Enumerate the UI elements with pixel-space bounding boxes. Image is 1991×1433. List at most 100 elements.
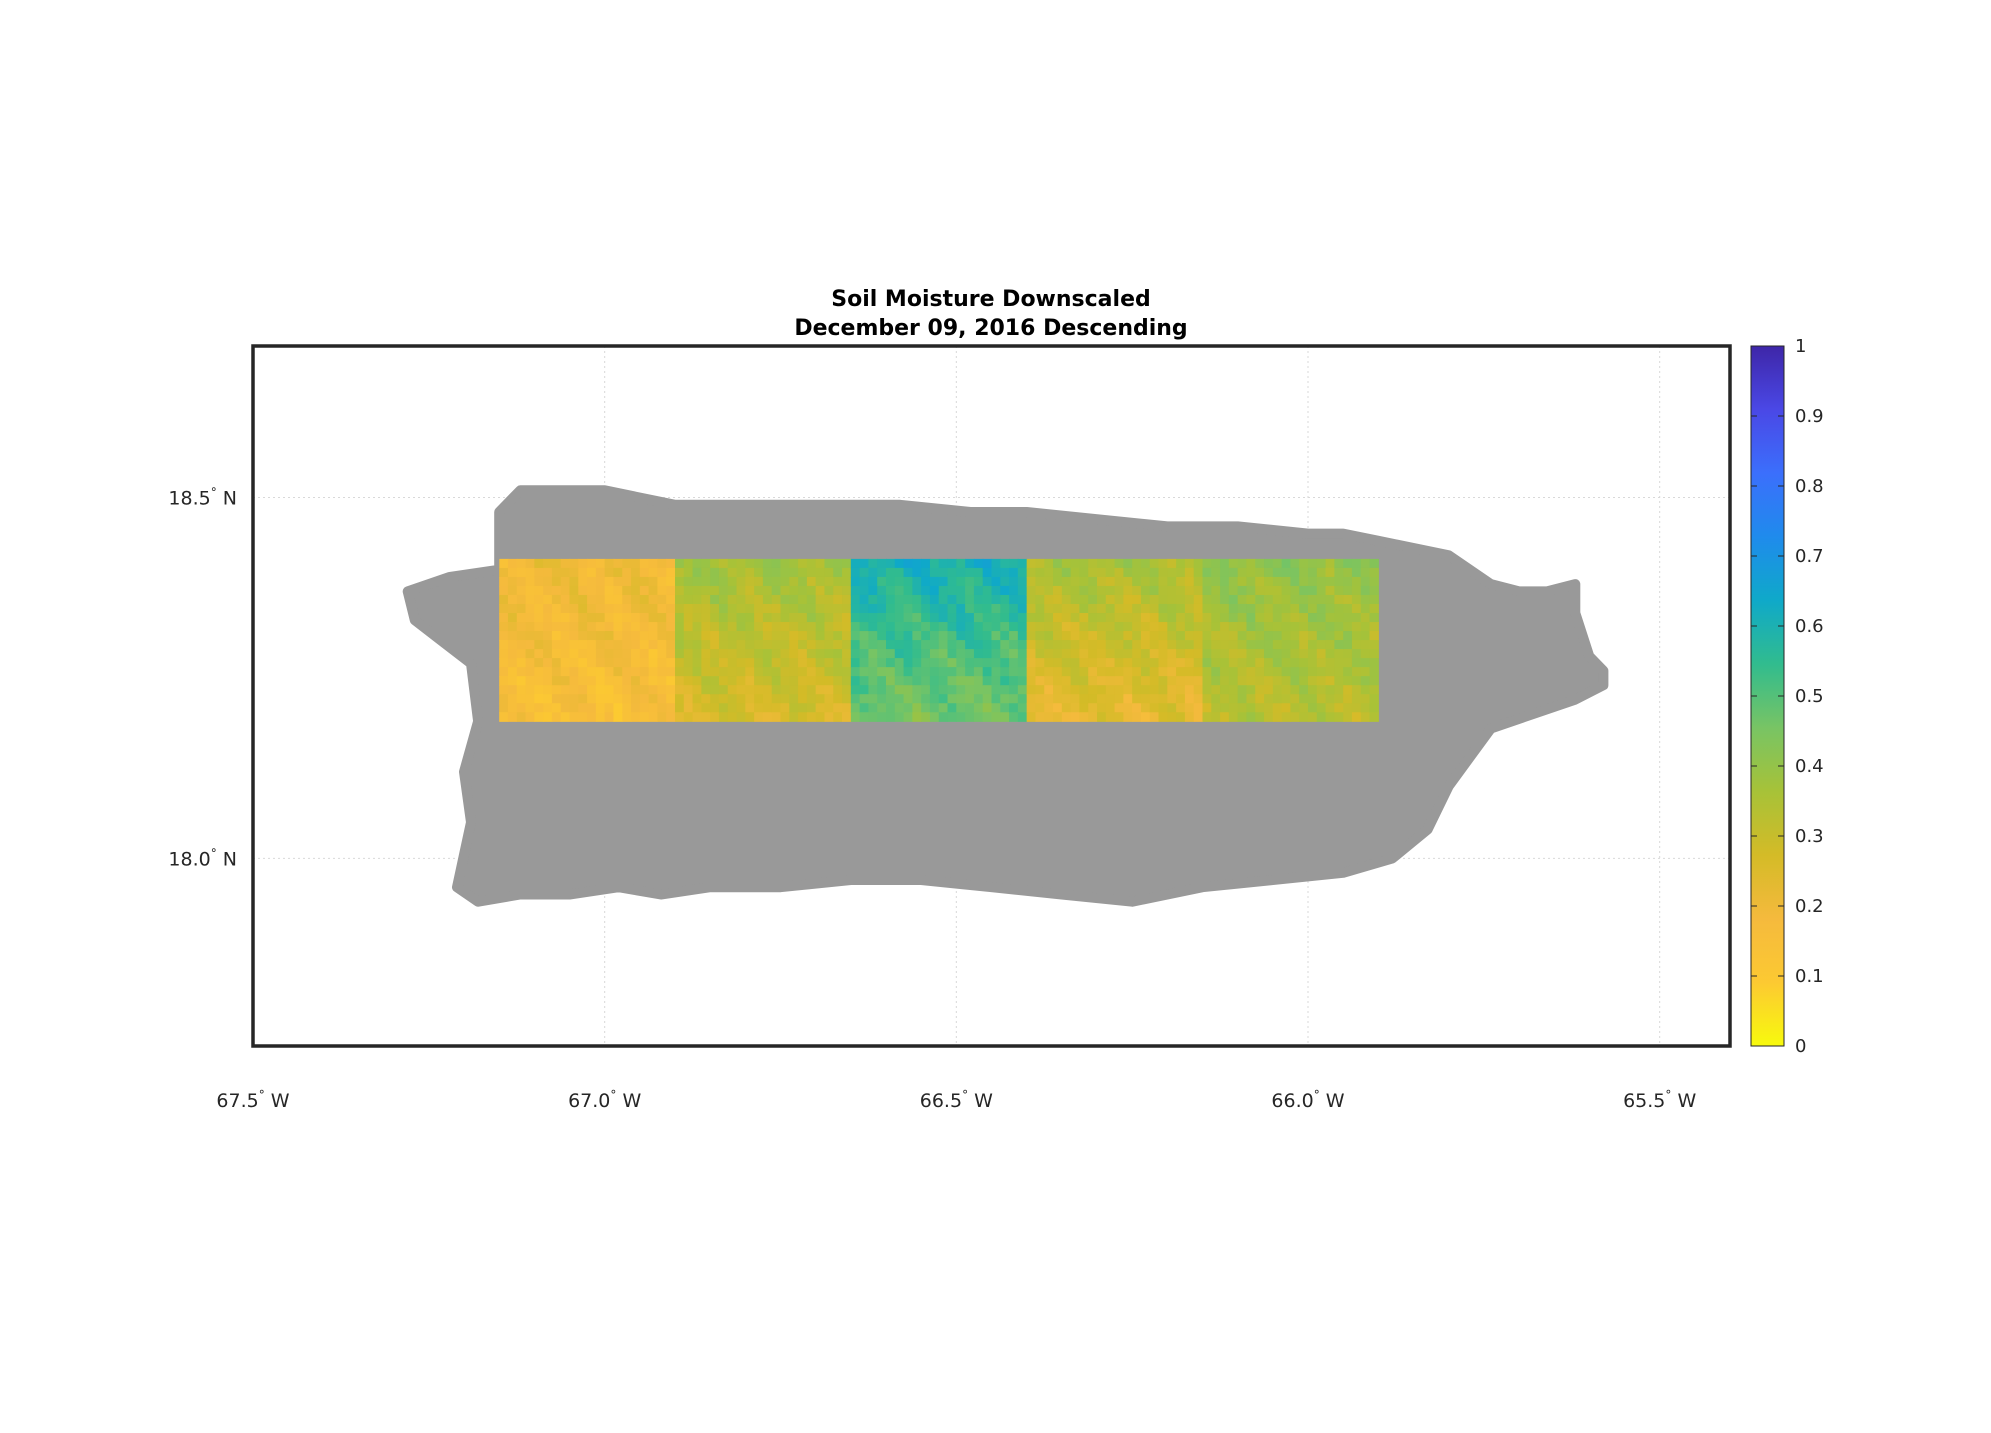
soil-moisture-cell	[613, 576, 623, 587]
soil-moisture-cell	[903, 694, 913, 704]
soil-moisture-cell	[938, 567, 949, 578]
soil-moisture-cell	[534, 603, 544, 614]
soil-moisture-cell	[956, 712, 966, 722]
soil-moisture-cell	[780, 703, 790, 713]
soil-moisture-cell	[929, 712, 940, 722]
soil-moisture-cell	[1132, 667, 1142, 677]
soil-moisture-cell	[1017, 676, 1028, 686]
soil-moisture-cell	[965, 558, 975, 569]
soil-moisture-cell	[965, 685, 975, 695]
soil-moisture-cell	[1281, 622, 1292, 632]
soil-moisture-cell	[842, 622, 852, 632]
soil-moisture-cell	[613, 631, 623, 641]
soil-moisture-cell	[929, 676, 940, 686]
soil-moisture-cell	[1105, 613, 1116, 623]
soil-moisture-cell	[762, 594, 773, 605]
soil-moisture-cell	[1000, 613, 1010, 623]
soil-moisture-cell	[1237, 658, 1248, 668]
soil-moisture-cell	[1343, 712, 1353, 722]
soil-moisture-cell	[639, 649, 650, 659]
mosaic-tile-3	[1026, 558, 1204, 722]
soil-moisture-cell	[622, 567, 632, 578]
soil-moisture-cell	[912, 712, 922, 722]
soil-moisture-cell	[1044, 649, 1054, 659]
soil-moisture-cell	[1272, 712, 1283, 722]
soil-moisture-cell	[622, 703, 632, 713]
soil-moisture-cell	[921, 558, 931, 569]
soil-moisture-cell	[736, 558, 746, 569]
soil-moisture-cell	[956, 631, 966, 641]
soil-moisture-cell	[595, 640, 606, 650]
soil-moisture-cell	[771, 622, 782, 632]
soil-moisture-cell	[1351, 640, 1362, 650]
soil-moisture-cell	[507, 603, 518, 614]
soil-moisture-cell	[525, 658, 535, 668]
soil-moisture-cell	[613, 603, 623, 614]
soil-moisture-cell	[789, 640, 799, 650]
soil-moisture-cell	[1070, 558, 1081, 569]
soil-moisture-cell	[1193, 667, 1204, 677]
soil-moisture-cell	[1123, 558, 1133, 569]
soil-moisture-cell	[1228, 685, 1239, 695]
soil-moisture-cell	[833, 640, 843, 650]
soil-moisture-cell	[551, 622, 562, 632]
soil-moisture-cell	[991, 622, 1001, 632]
soil-moisture-cell	[771, 685, 782, 695]
soil-moisture-cell	[1334, 603, 1344, 614]
soil-moisture-cell	[982, 631, 993, 641]
soil-moisture-cell	[982, 667, 993, 677]
soil-moisture-cell	[604, 631, 615, 641]
soil-moisture-cell	[947, 631, 957, 641]
soil-moisture-cell	[973, 703, 984, 713]
soil-moisture-cell	[938, 603, 949, 614]
soil-moisture-cell	[806, 567, 817, 578]
soil-moisture-cell	[1246, 667, 1256, 677]
soil-moisture-cell	[754, 631, 764, 641]
soil-moisture-cell	[1184, 640, 1195, 650]
soil-moisture-cell	[1343, 694, 1353, 704]
soil-moisture-cell	[1149, 558, 1160, 569]
soil-moisture-cell	[657, 567, 667, 578]
soil-moisture-cell	[850, 676, 861, 686]
soil-moisture-cell	[1334, 631, 1344, 641]
soil-moisture-cell	[859, 622, 870, 632]
soil-moisture-cell	[727, 676, 738, 686]
soil-moisture-cell	[692, 649, 702, 659]
soil-moisture-cell	[543, 594, 553, 605]
soil-moisture-cell	[507, 658, 518, 668]
soil-moisture-cell	[1325, 576, 1335, 587]
soil-moisture-cell	[1211, 631, 1221, 641]
soil-moisture-cell	[982, 558, 993, 569]
soil-moisture-cell	[1017, 694, 1028, 704]
soil-moisture-cell	[499, 703, 509, 713]
soil-moisture-cell	[1299, 603, 1309, 614]
soil-moisture-cell	[1351, 585, 1362, 596]
soil-moisture-cell	[718, 667, 729, 677]
soil-moisture-cell	[578, 567, 588, 578]
soil-moisture-cell	[604, 640, 615, 650]
soil-moisture-cell	[1000, 631, 1010, 641]
soil-moisture-cell	[1105, 667, 1116, 677]
chart-subtitle: December 09, 2016 Descending	[794, 316, 1187, 341]
soil-moisture-cell	[850, 558, 861, 569]
soil-moisture-cell	[569, 649, 579, 659]
soil-moisture-cell	[815, 649, 826, 659]
soil-moisture-cell	[692, 676, 702, 686]
soil-moisture-cell	[1044, 640, 1054, 650]
soil-moisture-cell	[701, 585, 711, 596]
soil-moisture-cell	[921, 594, 931, 605]
soil-moisture-cell	[903, 712, 913, 722]
soil-moisture-cell	[1009, 576, 1019, 587]
soil-moisture-cell	[1026, 658, 1037, 668]
soil-moisture-cell	[1140, 613, 1151, 623]
soil-moisture-cell	[1369, 622, 1379, 632]
soil-moisture-cell	[1290, 685, 1300, 695]
soil-moisture-cell	[1299, 576, 1309, 587]
soil-moisture-cell	[525, 567, 535, 578]
soil-moisture-cell	[1193, 676, 1204, 686]
soil-moisture-cell	[1088, 594, 1098, 605]
soil-moisture-cell	[1167, 667, 1177, 677]
colorbar-tick-label-5: 0.5	[1795, 686, 1824, 707]
soil-moisture-cell	[1079, 685, 1089, 695]
soil-moisture-cell	[1026, 622, 1037, 632]
